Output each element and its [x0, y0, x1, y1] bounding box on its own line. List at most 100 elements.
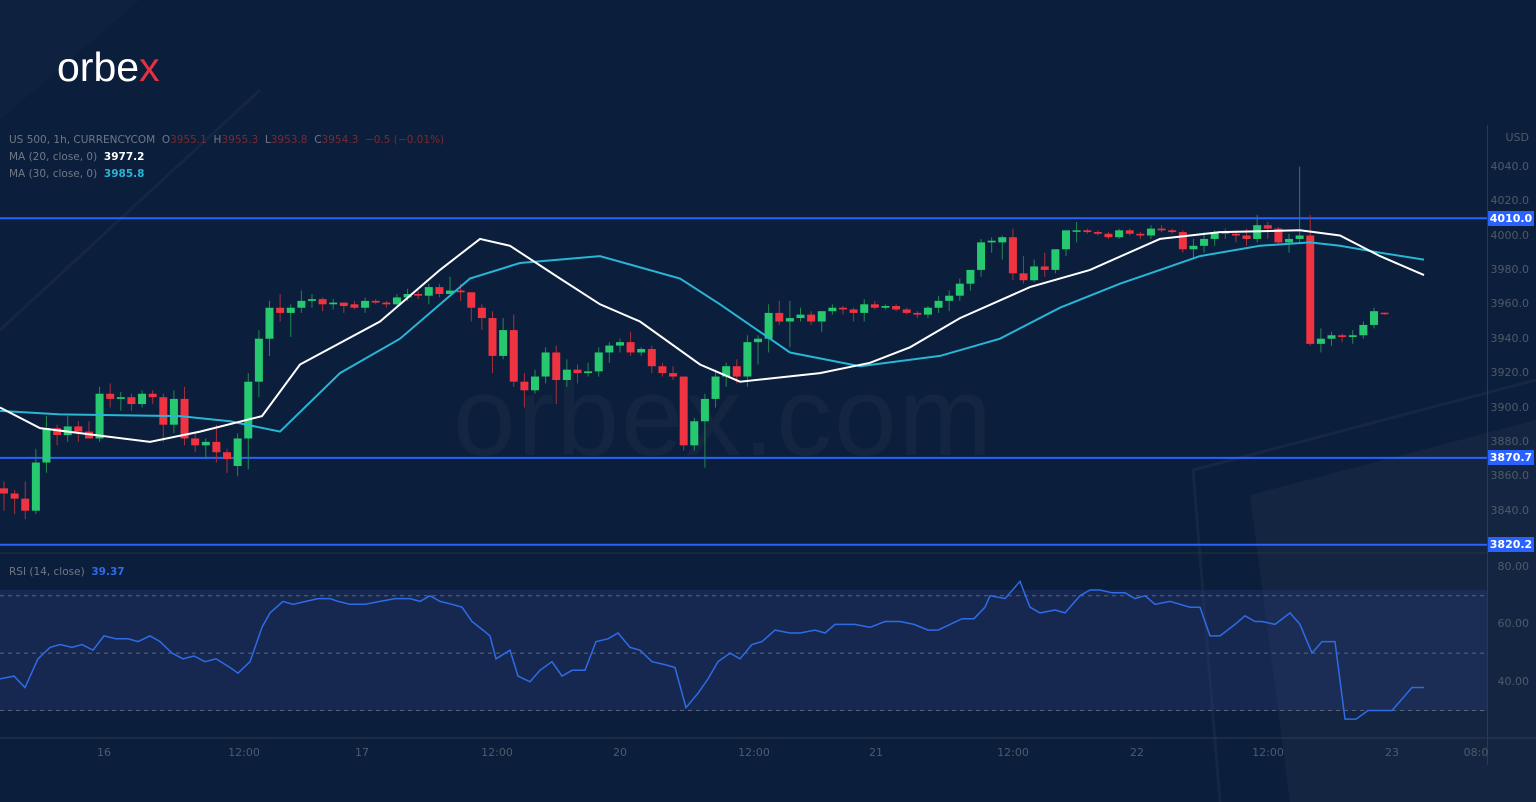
candle-body	[1242, 235, 1251, 239]
candle-body	[998, 237, 1007, 243]
ma30-legend[interactable]: MA (30, close, 0) 3985.8	[9, 168, 144, 180]
candle-body	[1072, 230, 1081, 232]
candle-body	[21, 498, 30, 511]
candle-body	[1136, 233, 1145, 236]
candle-body	[456, 290, 465, 293]
symbol-legend[interactable]: US 500, 1h, CURRENCYCOM O3955.1 H3955.3 …	[9, 134, 444, 146]
candle-body	[244, 381, 253, 439]
candle-body	[95, 393, 104, 439]
candle-body	[424, 287, 433, 296]
time-tick: 12:00	[481, 746, 513, 759]
candle-body	[934, 300, 943, 308]
candle-body	[1168, 230, 1177, 233]
currency-label: USD	[1505, 131, 1529, 144]
candle-body	[775, 312, 784, 322]
time-tick: 16	[97, 746, 111, 759]
price-tick: 4020.0	[1490, 194, 1530, 208]
candle-body	[1338, 335, 1347, 337]
ma20-line	[0, 229, 1425, 443]
candle-body	[106, 393, 115, 399]
candle-body	[233, 438, 242, 466]
candle-body	[1093, 232, 1102, 234]
candle-body	[977, 242, 986, 270]
rsi-label: RSI (14, close)	[9, 566, 85, 578]
price-tick: 3860.0	[1490, 469, 1530, 483]
candle-body	[584, 371, 593, 374]
close-value: 3954.3	[321, 134, 359, 146]
candle-body	[1231, 233, 1240, 236]
candle-body	[339, 302, 348, 307]
candle-body	[127, 397, 136, 405]
time-tick: 20	[613, 746, 627, 759]
ma30-label: MA (30, close, 0)	[9, 168, 98, 180]
candle-body	[1062, 230, 1070, 250]
candle-body	[562, 369, 571, 380]
candle-body	[955, 283, 964, 296]
candle-body	[722, 366, 731, 377]
price-axis-divider	[1487, 125, 1488, 765]
candle-body	[169, 398, 178, 425]
rsi-tick: 40.00	[1497, 674, 1530, 688]
candle-body	[414, 293, 423, 296]
candle-body	[1295, 235, 1304, 239]
candle-body	[881, 306, 890, 308]
candle-body	[637, 349, 646, 353]
candle-body	[467, 292, 476, 308]
candle-body	[191, 438, 200, 446]
price-level-tag: 3820.2	[1488, 537, 1534, 553]
candle-body	[647, 349, 656, 367]
candle-body	[223, 452, 232, 460]
time-tick: 23	[1385, 746, 1399, 759]
candle-body	[573, 369, 582, 374]
open-label: O	[161, 134, 171, 146]
price-level-tag: 4010.0	[1488, 210, 1534, 226]
candle-body	[700, 398, 709, 422]
close-label: C	[314, 134, 322, 146]
candle-body	[520, 381, 529, 391]
time-tick: 08:0	[1463, 746, 1489, 759]
ma20-legend[interactable]: MA (20, close, 0) 3977.2	[9, 151, 144, 163]
high-label: H	[213, 134, 222, 146]
candle-body	[1157, 228, 1166, 231]
candle-body	[732, 366, 741, 377]
candle-body	[552, 352, 561, 380]
candle-body	[1019, 273, 1028, 281]
candle-body	[860, 304, 869, 313]
candle-body	[435, 287, 444, 294]
price-tick: 3900.0	[1490, 400, 1530, 414]
candle-body	[838, 307, 847, 310]
candle-body	[945, 295, 954, 301]
candle-body	[1306, 235, 1315, 344]
candle-body	[902, 309, 911, 313]
candle-body	[923, 307, 932, 315]
logo-text: orbe	[57, 44, 140, 90]
candle-body	[1051, 249, 1060, 270]
candle-body	[212, 441, 221, 453]
orbex-logo: orbex	[57, 44, 160, 91]
candle-body	[1285, 238, 1294, 243]
time-tick: 12:00	[738, 746, 770, 759]
high-value: 3955.3	[221, 134, 259, 146]
rsi-line	[0, 579, 1424, 720]
candle-body	[329, 302, 338, 305]
candle-body	[350, 304, 359, 308]
candle-body	[446, 290, 455, 294]
candle-body	[1263, 225, 1272, 229]
time-tick: 22	[1130, 746, 1144, 759]
rsi-legend[interactable]: RSI (14, close) 39.37	[9, 566, 125, 578]
candle-body	[1115, 230, 1124, 238]
candle-body	[785, 318, 794, 322]
candle-body	[276, 307, 285, 313]
candle-body	[138, 393, 147, 405]
candle-body	[265, 307, 274, 339]
price-tick: 4000.0	[1490, 228, 1530, 242]
candle-body	[690, 421, 699, 446]
candle-body	[615, 342, 624, 346]
ma30-value: 3985.8	[103, 168, 145, 180]
ma30-line	[0, 241, 1425, 433]
candle-body	[1125, 230, 1134, 234]
candle-body	[361, 300, 370, 308]
time-tick: 12:00	[1252, 746, 1284, 759]
